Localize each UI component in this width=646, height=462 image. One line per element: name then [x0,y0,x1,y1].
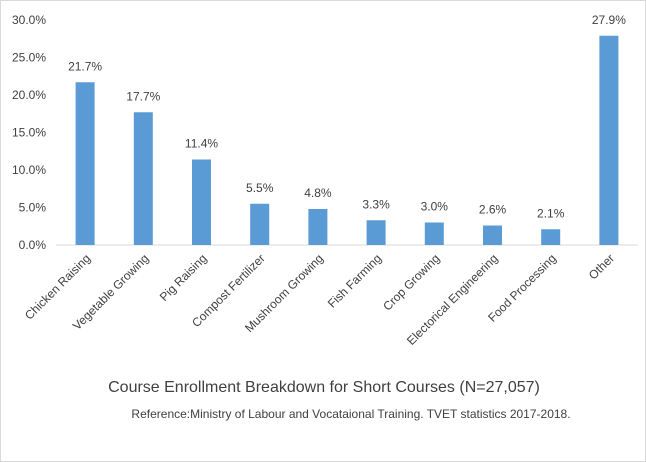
bar [483,225,502,245]
y-axis: 0.0% 5.0% 10.0% 15.0% 20.0% 25.0% 30.0% [12,13,638,252]
y-tick-label: 30.0% [12,13,46,27]
y-tick-label: 10.0% [12,163,46,177]
data-label: 27.9% [592,13,626,27]
bar [424,222,444,245]
data-label: 21.7% [68,59,102,73]
y-tick-label: 15.0% [12,126,46,140]
bar [599,35,619,245]
y-tick-label: 5.0% [19,201,47,215]
bar [250,203,270,245]
bar-chart: 0.0% 5.0% 10.0% 15.0% 20.0% 25.0% 30.0% 21.7% 1… [12,13,638,348]
data-label: 17.7% [126,89,160,103]
y-tick-label: 0.0% [19,238,47,252]
x-tick-label: Other [586,251,617,282]
data-label: 5.5% [246,181,274,195]
bar [541,229,561,245]
x-tick-label: Fish Farming [325,251,384,310]
x-tick-label: Pig Raising [157,251,210,304]
data-label: 3.0% [421,200,449,214]
bar [366,220,386,245]
x-tick-label: Crop Growing [380,251,442,313]
bars [75,35,619,245]
data-labels: 21.7% 17.7% 11.4% 5.5% 4.8% 3.3% 3.0% 2.6% 2.1% 2… [68,13,626,221]
data-label: 4.8% [304,186,332,200]
bar [133,112,153,245]
data-label: 11.4% [185,137,218,151]
data-label: 2.6% [479,203,507,217]
bar [308,209,328,245]
bar [192,159,211,245]
bar [75,82,95,245]
data-label: 3.3% [362,197,390,211]
chart-subtitle: Reference:Ministry of Labour and Vocatai… [131,407,571,421]
chart-title: Course Enrollment Breakdown for Short Co… [108,379,540,396]
y-tick-label: 25.0% [12,51,46,65]
y-tick-label: 20.0% [12,88,46,102]
data-label: 2.1% [537,206,565,220]
